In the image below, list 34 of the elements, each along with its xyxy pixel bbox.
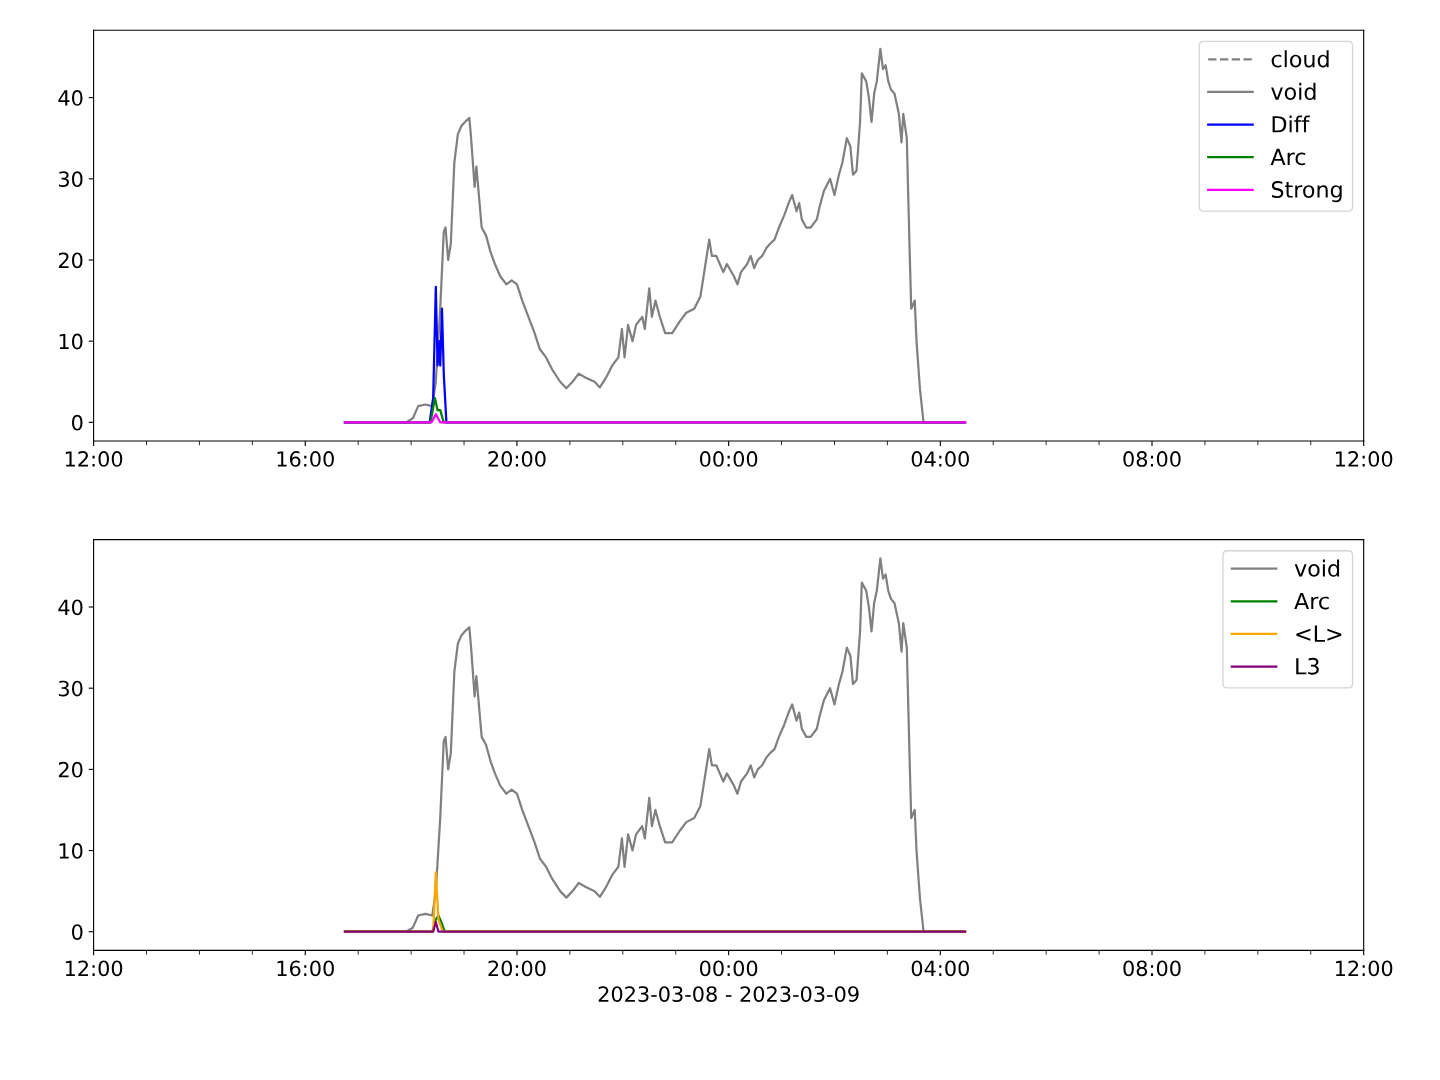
y-tick-label: 40 — [58, 599, 83, 616]
x-tick-label: 08:00 — [1123, 960, 1181, 977]
x-tick-label: 12:00 — [1335, 451, 1393, 467]
x-tick-label: 20:00 — [488, 451, 546, 467]
legend-label: void — [1294, 559, 1340, 577]
x-tick-label: 20:00 — [488, 960, 546, 977]
x-tick-label: 04:00 — [911, 451, 969, 467]
legend-label: Strong — [1271, 181, 1342, 203]
x-tick-label: 16:00 — [277, 960, 334, 977]
y-tick-label: 30 — [58, 680, 83, 697]
x-tick-label: 12:00 — [65, 960, 123, 977]
y-tick-label: 10 — [59, 843, 83, 859]
x-tick-label: 00:00 — [699, 960, 758, 977]
legend-label: <L> — [1296, 625, 1342, 642]
legend-label: Diff — [1272, 115, 1310, 133]
x-tick-label: 00:00 — [699, 451, 758, 467]
y-tick-label: 20 — [58, 252, 83, 269]
y-tick-label: 40 — [58, 90, 83, 106]
legend-label: void — [1271, 82, 1316, 101]
x-tick-label: 16:00 — [277, 451, 334, 467]
x-tick-label: 12:00 — [1335, 960, 1393, 977]
x-tick-label: 12:00 — [65, 451, 123, 467]
x-axis-title: 2023-03-08 - 2023-03-09 — [598, 986, 859, 1002]
y-tick-label: 30 — [58, 171, 83, 188]
y-tick-label: 0 — [72, 924, 83, 940]
legend-label: Arc — [1270, 148, 1306, 166]
y-tick-label: 20 — [58, 761, 83, 778]
y-tick-label: 10 — [59, 333, 83, 350]
legend-label: L3 — [1296, 657, 1319, 675]
y-tick-label: 0 — [72, 414, 83, 431]
x-tick-label: 04:00 — [911, 960, 969, 977]
legend-label: cloud — [1271, 50, 1329, 68]
x-tick-label: 08:00 — [1123, 451, 1181, 467]
legend-label: Arc — [1294, 592, 1329, 610]
